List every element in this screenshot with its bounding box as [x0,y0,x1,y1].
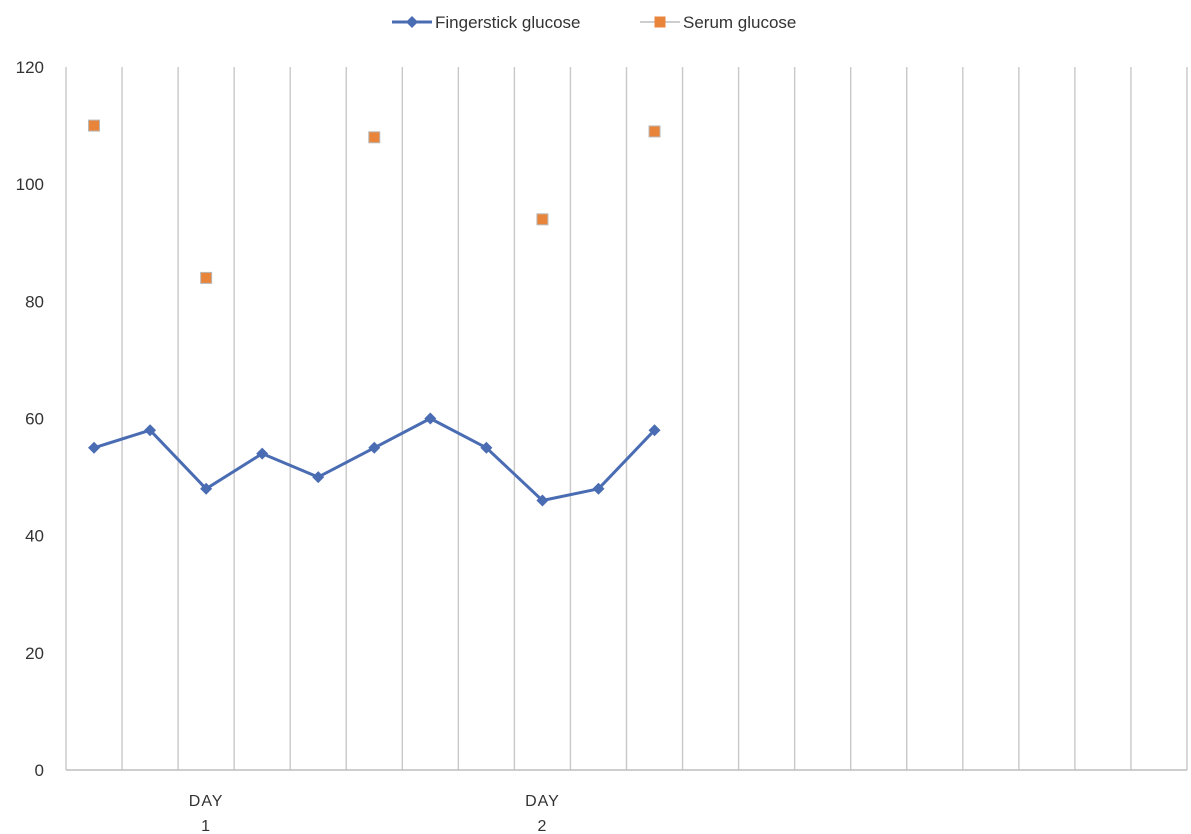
legend-marker-icon [406,16,418,28]
y-tick-label: 40 [25,527,44,546]
data-point-marker [256,447,269,460]
data-point-marker [312,471,325,484]
y-tick-label: 120 [16,58,44,77]
y-tick-label: 20 [25,644,44,663]
legend-item: Serum glucose [640,13,796,32]
axes: 0 20 40 60 80 100 120 DAY 1 DAY 2 [16,58,1187,834]
data-point-marker [536,213,549,226]
y-tick-label: 0 [35,761,44,780]
legend-label: Serum glucose [683,13,796,32]
x-category-label: 1 [201,818,211,834]
data-point-marker [536,494,549,507]
legend: Fingerstick glucose Serum glucose [392,13,796,32]
series-serum-glucose [88,119,661,284]
y-tick-label: 60 [25,410,44,429]
data-point-marker [424,412,437,425]
data-point-marker [368,131,381,144]
y-tick-label: 100 [16,175,44,194]
data-point-marker [200,482,213,495]
data-point-marker [144,424,157,437]
legend-item: Fingerstick glucose [392,13,581,32]
data-point-marker [368,441,381,454]
data-point-marker [88,441,101,454]
x-category-label: 2 [537,818,547,834]
data-point-marker [648,125,661,138]
gridlines [65,67,1188,770]
data-point-marker [88,119,101,132]
data-point-marker [480,441,493,454]
x-category-label: DAY [525,793,560,810]
legend-marker-icon [654,16,666,28]
data-point-marker [200,271,213,284]
series-fingerstick-glucose [88,412,661,507]
series [88,119,661,507]
y-tick-label: 80 [25,292,44,311]
data-point-marker [592,482,605,495]
data-point-marker [648,424,661,437]
x-category-label: DAY [189,793,224,810]
legend-label: Fingerstick glucose [435,13,581,32]
